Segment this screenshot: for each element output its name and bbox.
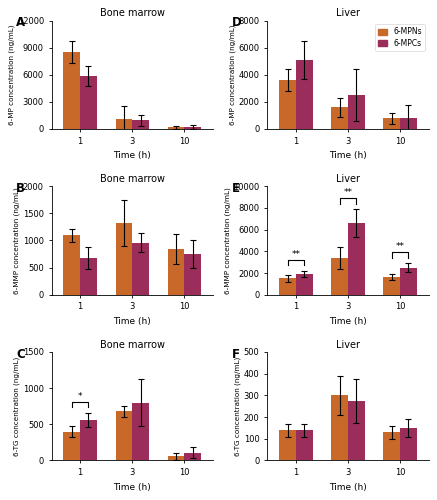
- Legend: 6-MPNs, 6-MPCs: 6-MPNs, 6-MPCs: [375, 24, 425, 50]
- Bar: [115, 223, 132, 294]
- Bar: [168, 249, 184, 294]
- Bar: [383, 432, 400, 460]
- Bar: [279, 430, 296, 460]
- Bar: [279, 278, 296, 294]
- Text: **: **: [291, 250, 300, 259]
- Bar: [383, 277, 400, 294]
- Text: **: **: [395, 242, 405, 252]
- Bar: [115, 412, 132, 461]
- Text: B: B: [16, 182, 25, 195]
- Y-axis label: 6-MMP concentration (ng/mL): 6-MMP concentration (ng/mL): [224, 187, 231, 294]
- Bar: [132, 402, 149, 460]
- Y-axis label: 6-TG concentration (ng/mL): 6-TG concentration (ng/mL): [234, 356, 241, 456]
- Y-axis label: 6-MMP concentration (ng/mL): 6-MMP concentration (ng/mL): [14, 187, 20, 294]
- Y-axis label: 6-MP concentration (ng/mL): 6-MP concentration (ng/mL): [229, 24, 236, 125]
- Bar: [132, 120, 149, 129]
- Bar: [296, 430, 312, 460]
- X-axis label: Time (h): Time (h): [113, 151, 151, 160]
- Bar: [63, 432, 80, 460]
- Bar: [63, 235, 80, 294]
- Bar: [184, 127, 201, 129]
- Text: *: *: [78, 392, 83, 401]
- Bar: [80, 76, 97, 129]
- Bar: [400, 118, 417, 129]
- Title: Bone marrow: Bone marrow: [100, 174, 165, 184]
- Title: Bone marrow: Bone marrow: [100, 340, 165, 350]
- Text: C: C: [16, 348, 25, 360]
- X-axis label: Time (h): Time (h): [113, 317, 151, 326]
- Bar: [279, 80, 296, 129]
- Bar: [168, 127, 184, 129]
- Bar: [383, 118, 400, 129]
- Bar: [348, 95, 364, 129]
- Bar: [63, 52, 80, 129]
- Bar: [296, 60, 312, 129]
- Title: Bone marrow: Bone marrow: [100, 8, 165, 18]
- X-axis label: Time (h): Time (h): [329, 317, 367, 326]
- Bar: [184, 254, 201, 294]
- Bar: [296, 274, 312, 294]
- Text: **: **: [343, 188, 353, 197]
- Text: A: A: [16, 16, 25, 29]
- Bar: [80, 420, 97, 461]
- Text: F: F: [232, 348, 240, 360]
- X-axis label: Time (h): Time (h): [113, 482, 151, 492]
- Y-axis label: 6-MP concentration (ng/mL): 6-MP concentration (ng/mL): [8, 24, 15, 125]
- Text: E: E: [232, 182, 240, 195]
- Title: Liver: Liver: [336, 340, 360, 350]
- Text: D: D: [232, 16, 242, 29]
- Bar: [184, 452, 201, 460]
- Title: Liver: Liver: [336, 174, 360, 184]
- Bar: [331, 108, 348, 129]
- Bar: [132, 242, 149, 294]
- Bar: [115, 119, 132, 129]
- Bar: [168, 456, 184, 460]
- Bar: [331, 258, 348, 294]
- Bar: [400, 268, 417, 294]
- Bar: [348, 401, 364, 460]
- Bar: [348, 223, 364, 294]
- Title: Liver: Liver: [336, 8, 360, 18]
- Y-axis label: 6-TG concentration (ng/mL): 6-TG concentration (ng/mL): [14, 356, 20, 456]
- Bar: [331, 396, 348, 460]
- X-axis label: Time (h): Time (h): [329, 151, 367, 160]
- X-axis label: Time (h): Time (h): [329, 482, 367, 492]
- Bar: [80, 258, 97, 294]
- Bar: [400, 428, 417, 460]
